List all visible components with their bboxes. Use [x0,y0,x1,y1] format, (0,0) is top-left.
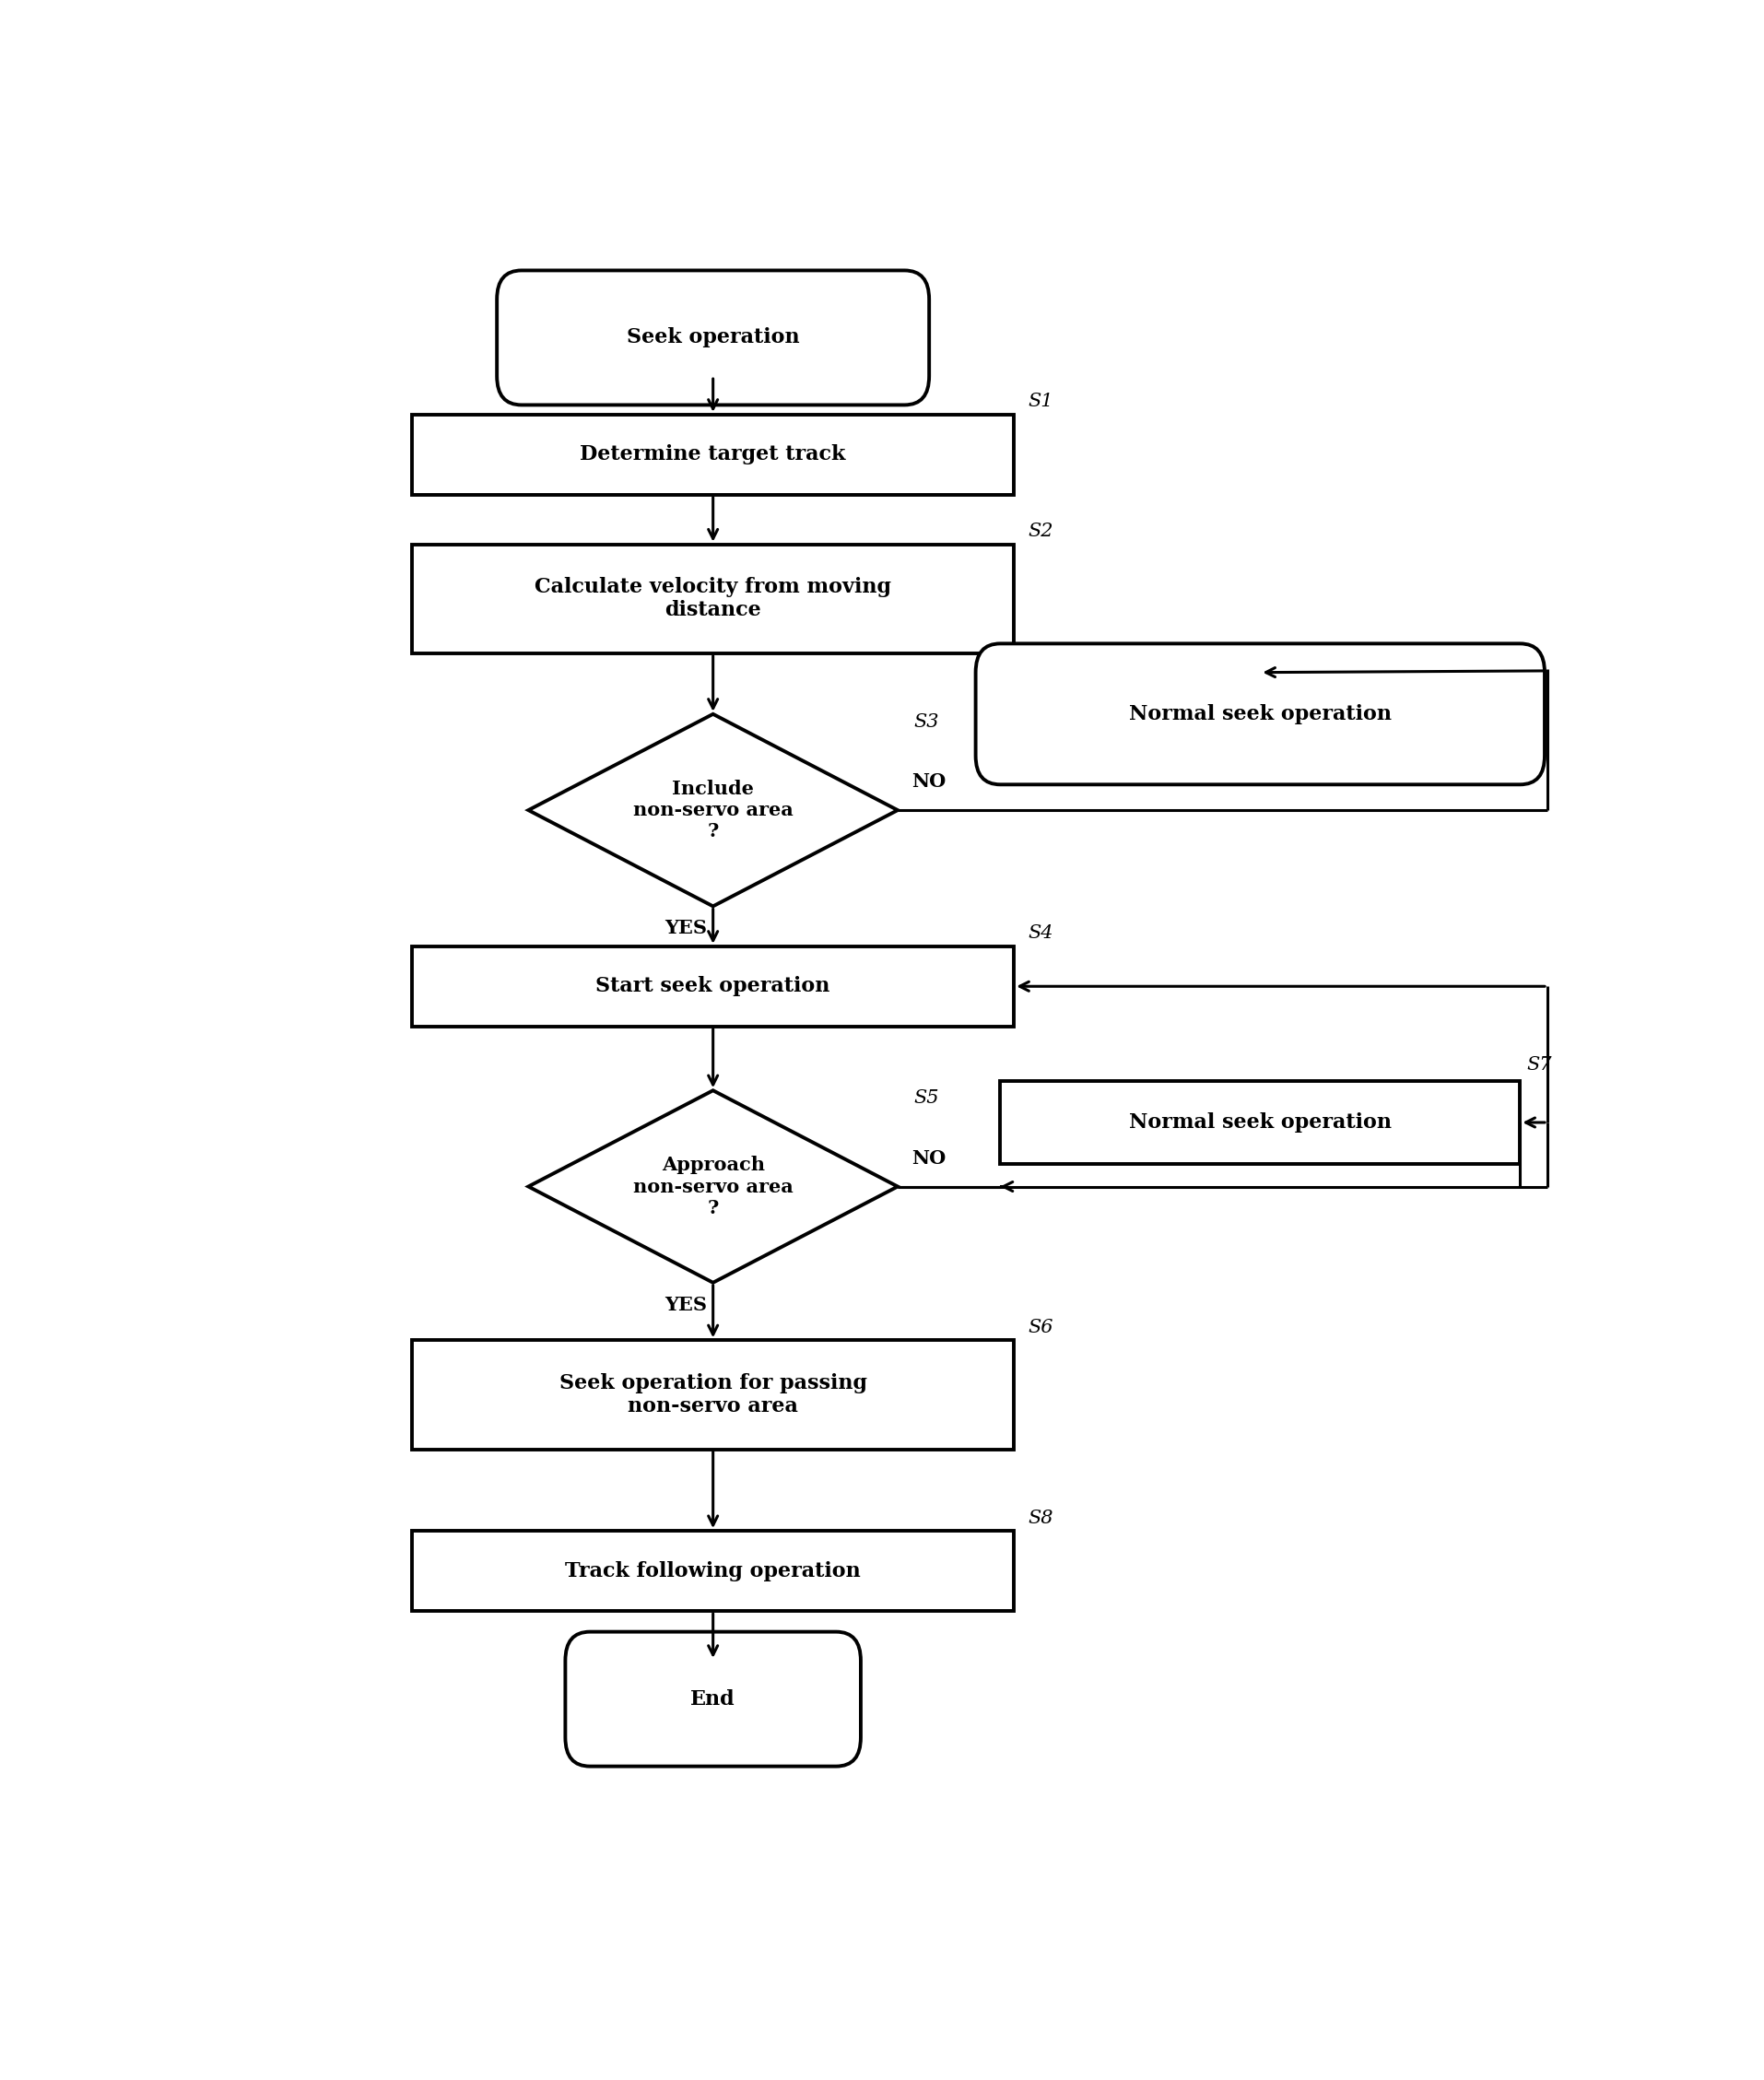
Bar [411,545,1013,653]
Text: Seek operation for passing
non-servo area: Seek operation for passing non-servo are… [559,1373,866,1416]
Text: Normal seek operation: Normal seek operation [1129,703,1390,724]
Text: Approach
non-servo area
?: Approach non-servo area ? [633,1156,792,1217]
Text: S4: S4 [1027,926,1053,942]
Text: S3: S3 [914,713,938,730]
Text: YES: YES [663,1296,707,1315]
Text: Calculate velocity from moving
distance: Calculate velocity from moving distance [534,576,891,620]
Text: Track following operation: Track following operation [564,1560,861,1581]
FancyBboxPatch shape [497,270,928,406]
Text: S1: S1 [1027,393,1053,410]
Text: S2: S2 [1027,522,1053,541]
Text: Include
non-servo area
?: Include non-servo area ? [633,780,792,840]
Bar [411,1531,1013,1610]
Bar [411,946,1013,1025]
Text: YES: YES [663,919,707,938]
Text: End: End [690,1689,736,1710]
Bar [411,1340,1013,1450]
Bar [1000,1082,1519,1165]
Text: NO: NO [910,1148,946,1167]
Bar [411,414,1013,495]
Text: S6: S6 [1027,1319,1053,1335]
Text: Normal seek operation: Normal seek operation [1129,1113,1390,1134]
Text: Start seek operation: Start seek operation [596,976,829,996]
Polygon shape [527,1090,898,1283]
Text: S7: S7 [1526,1057,1551,1073]
Text: S5: S5 [914,1090,938,1107]
Text: Seek operation: Seek operation [626,327,799,347]
Polygon shape [527,713,898,907]
Text: S8: S8 [1027,1510,1053,1527]
FancyBboxPatch shape [975,643,1544,784]
Text: Determine target track: Determine target track [580,445,845,464]
Text: NO: NO [910,772,946,790]
FancyBboxPatch shape [564,1633,861,1766]
